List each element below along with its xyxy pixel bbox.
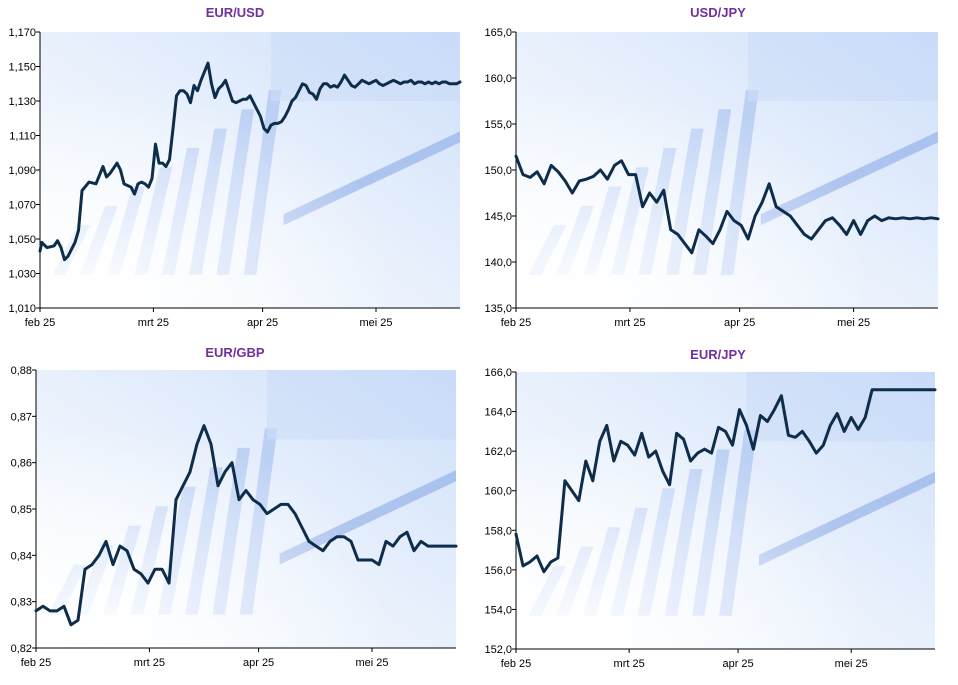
series-line [514, 154, 940, 255]
x-tick-label: feb 25 [501, 317, 532, 329]
y-tick-label: 162,0 [484, 446, 512, 458]
x-tick-label: apr 25 [722, 658, 753, 670]
y-tick-label: 0,83 [11, 597, 32, 609]
x-tick-label: mrt 25 [614, 658, 645, 670]
y-tick-label: 150,0 [484, 165, 512, 177]
y-tick-label: 0,85 [11, 504, 32, 516]
x-tick-label: mei 25 [837, 317, 870, 329]
y-tick-label: 154,0 [484, 604, 512, 616]
y-tick-label: 164,0 [484, 407, 512, 419]
x-tick-label: apr 25 [724, 317, 755, 329]
x-tick-label: apr 25 [247, 317, 278, 329]
y-tick-label: 1,090 [8, 165, 36, 177]
chart-panel-eur-gbp: EUR/GBP 0,82 0,83 0,84 0,85 0,86 0,87 0,88 feb … [0, 340, 470, 680]
chart-title: EUR/GBP [205, 345, 265, 360]
series-line [38, 61, 462, 262]
y-tick-label: 1,110 [9, 131, 36, 143]
x-tick-label: mei 25 [355, 657, 388, 669]
y-tick-label: 156,0 [484, 565, 512, 577]
y-tick-label: 155,0 [484, 119, 512, 131]
chart-title: EUR/USD [205, 5, 265, 20]
chart-panel-eur-jpy: EUR/JPY 152,0 154,0 156,0 158,0 160,0 162,0 16… [478, 340, 958, 680]
y-tick-label: 0,86 [11, 458, 32, 470]
chart-eur-jpy: 152,0 154,0 156,0 158,0 160,0 162,0 164,0 166,0… [484, 367, 937, 670]
y-tick-label: 165,0 [484, 27, 512, 39]
y-tick-label: 0,88 [11, 365, 32, 377]
chart-usd-jpy: 135,0 140,0 145,0 150,0 155,0 160,0 165,0 feb 2… [484, 27, 940, 329]
y-tick-label: 1,050 [8, 234, 36, 246]
x-tick-label: mei 25 [359, 317, 392, 329]
y-tick-label: 160,0 [484, 486, 512, 498]
chart-eur-gbp: 0,82 0,83 0,84 0,85 0,86 0,87 0,88 feb 25 mrt 25… [11, 365, 458, 669]
y-tick-label: 145,0 [484, 211, 512, 223]
x-tick-label: mrt 25 [138, 317, 169, 329]
x-tick-label: mrt 25 [614, 317, 645, 329]
y-tick-label: 0,84 [11, 550, 32, 562]
x-tick-label: mrt 25 [134, 657, 165, 669]
series-line [514, 388, 937, 574]
y-tick-label: 0,87 [11, 411, 32, 423]
x-tick-label: mei 25 [835, 658, 868, 670]
y-tick-label: 1,130 [8, 96, 36, 108]
y-tick-label: 166,0 [484, 367, 512, 379]
y-tick-label: 1,150 [8, 62, 36, 74]
y-tick-label: 1,010 [8, 303, 36, 315]
x-tick-label: feb 25 [25, 317, 56, 329]
chart-title: EUR/JPY [690, 347, 746, 362]
y-tick-label: 1,070 [8, 200, 36, 212]
chart-eur-usd: 1,010 1,030 1,050 1,070 1,090 1,110 1,130 1,150… [8, 27, 462, 329]
x-tick-label: feb 25 [21, 657, 52, 669]
y-tick-label: 140,0 [484, 257, 512, 269]
y-tick-label: 135,0 [484, 303, 512, 315]
y-tick-label: 0,82 [11, 643, 32, 655]
x-tick-label: feb 25 [501, 658, 532, 670]
y-tick-label: 152,0 [484, 644, 512, 656]
y-tick-label: 160,0 [484, 73, 512, 85]
y-tick-label: 1,030 [8, 269, 36, 281]
y-tick-label: 158,0 [484, 525, 512, 537]
chart-panel-eur-usd: EUR/USD 1,010 1,030 1,050 1,070 1,090 1,110 1,… [0, 0, 470, 340]
x-tick-label: apr 25 [243, 657, 274, 669]
series-line [34, 424, 458, 627]
y-tick-label: 1,170 [8, 27, 36, 39]
chart-title: USD/JPY [690, 5, 746, 20]
chart-panel-usd-jpy: USD/JPY 135,0 140,0 145,0 150,0 155,0 160,0 16… [478, 0, 958, 340]
